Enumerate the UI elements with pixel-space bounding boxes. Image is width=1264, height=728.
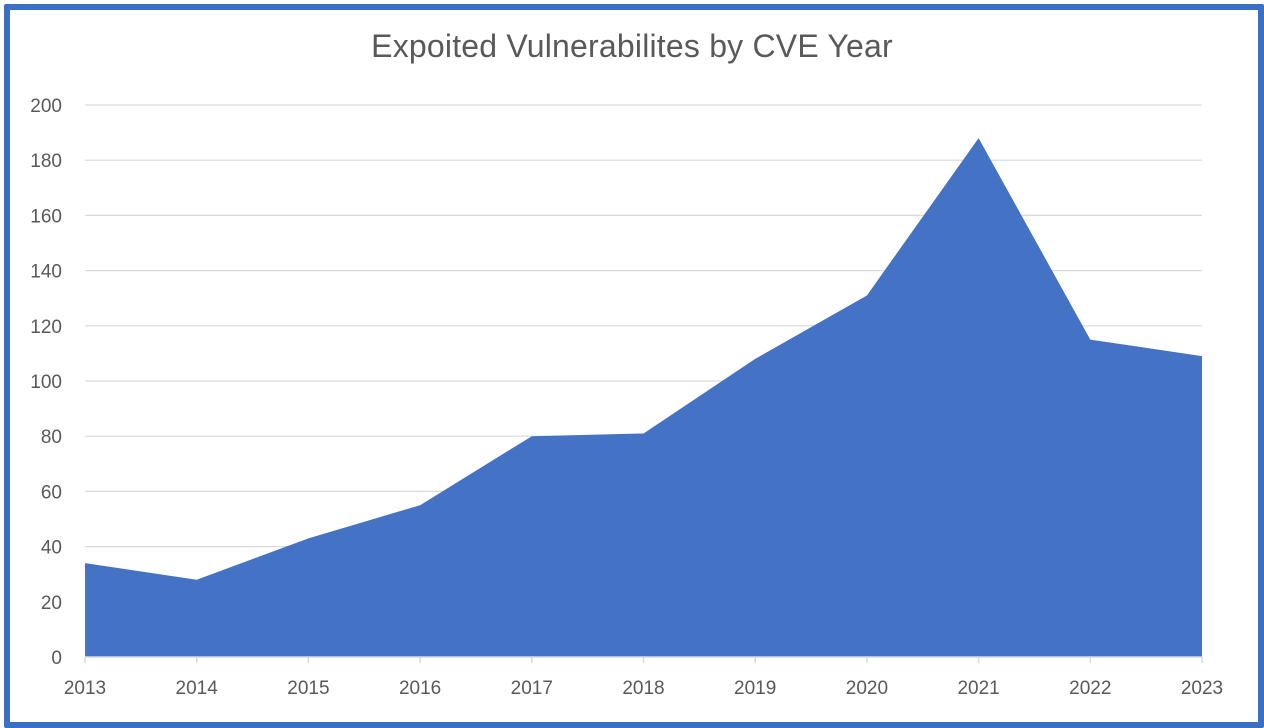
x-tick-label-2021: 2021	[957, 678, 999, 699]
y-tick-label-0: 0	[51, 648, 62, 669]
y-tick-label-120: 120	[30, 317, 62, 338]
x-tick-label-2018: 2018	[622, 678, 664, 699]
x-tick-label-2017: 2017	[511, 678, 553, 699]
y-tick-label-180: 180	[30, 151, 62, 172]
x-tick-label-2016: 2016	[399, 678, 441, 699]
y-tick-label-140: 140	[30, 262, 62, 283]
y-tick-label-40: 40	[41, 538, 62, 559]
y-tick-label-60: 60	[41, 482, 62, 503]
area-fill	[85, 138, 1202, 657]
x-tick-label-2022: 2022	[1069, 678, 1111, 699]
x-tick-label-2014: 2014	[176, 678, 219, 699]
x-tick-label-2013: 2013	[64, 678, 106, 699]
x-tick-label-2019: 2019	[734, 678, 776, 699]
axes	[84, 656, 1203, 663]
y-tick-label-80: 80	[41, 427, 62, 448]
y-tick-label-20: 20	[41, 593, 62, 614]
y-tick-label-100: 100	[30, 372, 62, 393]
x-tick-label-2020: 2020	[846, 678, 888, 699]
x-tick-label-2023: 2023	[1181, 678, 1223, 699]
chart-title: Expoited Vulnerabilites by CVE Year	[371, 28, 893, 64]
y-axis-tick-labels: 0 20 40 60 80 100 120 140 160 180 200	[30, 96, 62, 669]
y-tick-label-200: 200	[30, 96, 62, 117]
y-tick-label-160: 160	[30, 206, 62, 227]
x-tick-label-2015: 2015	[287, 678, 329, 699]
x-axis-tick-labels: 2013 2014 2015 2016 2017 2018 2019 2020 2021 2022…	[64, 678, 1223, 699]
area-series	[85, 138, 1202, 657]
